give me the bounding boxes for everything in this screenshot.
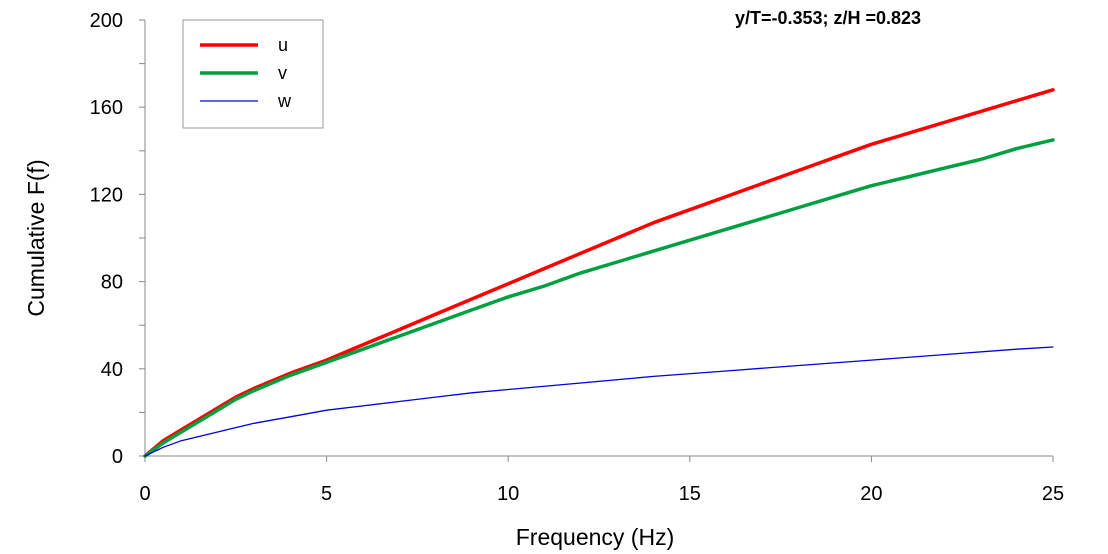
series-v-line (143, 138, 1055, 458)
y-tick-label: 80 (101, 272, 123, 294)
chart-title: y/T=-0.353; z/H =0.823 (735, 8, 921, 28)
legend: uvw (182, 19, 324, 129)
axes: 0 40 80 120 160 200 0 5 10 15 20 25 (90, 10, 1065, 505)
y-tick-label: 200 (90, 10, 123, 32)
legend-label-u: u (278, 35, 288, 55)
x-axis-title: Frequency (Hz) (516, 524, 674, 550)
x-tick-label: 5 (321, 483, 332, 505)
y-tick-label: 120 (90, 184, 123, 206)
y-axis-title: Cumulative F(f) (23, 159, 49, 316)
series-layer (143, 88, 1055, 458)
legend-label-w: w (277, 91, 292, 111)
x-tick-label: 20 (860, 483, 882, 505)
x-tick-label: 0 (139, 483, 150, 505)
legend-label-v: v (278, 63, 287, 83)
x-tick-label: 10 (497, 483, 519, 505)
y-tick-label: 160 (90, 97, 123, 119)
x-tick-label: 25 (1042, 483, 1064, 505)
series-w-line (144, 346, 1054, 457)
series-u-line (143, 88, 1055, 458)
x-tick-label: 15 (679, 483, 701, 505)
y-tick-label: 0 (112, 446, 123, 468)
y-tick-label: 40 (101, 359, 123, 381)
